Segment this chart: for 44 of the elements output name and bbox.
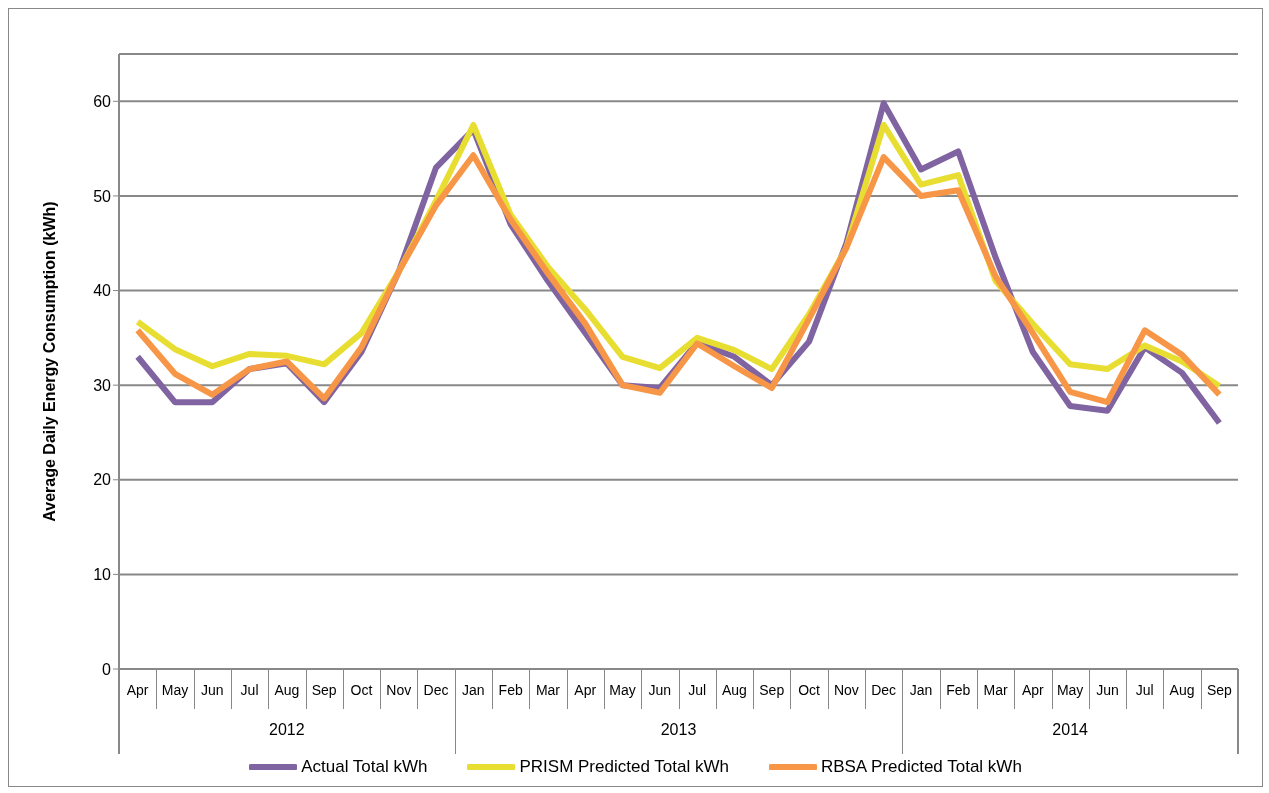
x-tick-label: May bbox=[1056, 681, 1084, 698]
x-tick-label: Sep bbox=[759, 681, 785, 698]
legend-label: Actual Total kWh bbox=[301, 757, 428, 777]
y-axis-title: Average Daily Energy Consumption (kWh) bbox=[40, 201, 58, 522]
x-tick-label: Apr bbox=[574, 681, 597, 698]
x-tick-label: Dec bbox=[871, 681, 897, 698]
x-tick-label: Jun bbox=[200, 681, 224, 698]
x-tick-label: Sep bbox=[311, 681, 337, 698]
y-tick-label: 30 bbox=[93, 376, 112, 394]
x-tick-label: Nov bbox=[833, 681, 859, 698]
legend-label: PRISM Predicted Total kWh bbox=[519, 757, 729, 777]
y-tick-label: 50 bbox=[93, 187, 112, 205]
x-tick-label: Apr bbox=[126, 681, 149, 698]
x-tick-label: Jun bbox=[1096, 681, 1119, 698]
x-tick-label: Jul bbox=[240, 681, 259, 698]
x-tick-label: Dec bbox=[423, 681, 449, 698]
legend-label: RBSA Predicted Total kWh bbox=[820, 757, 1022, 777]
x-tick-label: Aug bbox=[721, 681, 747, 698]
y-tick-label: 10 bbox=[93, 566, 112, 584]
y-tick-label: 0 bbox=[102, 660, 112, 678]
x-tick-label: May bbox=[161, 681, 189, 698]
x-tick-label: Mar bbox=[983, 681, 1008, 698]
x-tick-label: Sep bbox=[1206, 681, 1233, 698]
x-tick-label: Feb bbox=[498, 681, 523, 698]
x-tick-label: Mar bbox=[535, 681, 561, 698]
x-tick-label: Jan bbox=[909, 681, 933, 698]
x-tick-label: Aug bbox=[274, 681, 300, 698]
text: 2013 bbox=[659, 721, 698, 739]
x-tick-label: Jul bbox=[1135, 681, 1154, 698]
x-tick-label: May bbox=[609, 681, 636, 698]
text: 2012 bbox=[268, 721, 306, 739]
y-tick-label: 60 bbox=[93, 92, 112, 110]
y-tick-label: 40 bbox=[93, 282, 112, 300]
x-tick-label: Nov bbox=[386, 681, 412, 698]
x-tick-label: Oct bbox=[798, 681, 821, 698]
x-tick-label: Apr bbox=[1021, 681, 1045, 698]
x-tick-label: Jul bbox=[688, 681, 707, 698]
x-tick-label: Aug bbox=[1169, 681, 1195, 698]
x-tick-label: Jun bbox=[648, 681, 672, 698]
x-tick-label: Oct bbox=[350, 681, 373, 698]
x-tick-label: Jan bbox=[462, 681, 485, 698]
text: 2014 bbox=[1051, 721, 1089, 739]
x-tick-label: Feb bbox=[946, 681, 971, 698]
y-tick-label: 20 bbox=[93, 471, 112, 489]
